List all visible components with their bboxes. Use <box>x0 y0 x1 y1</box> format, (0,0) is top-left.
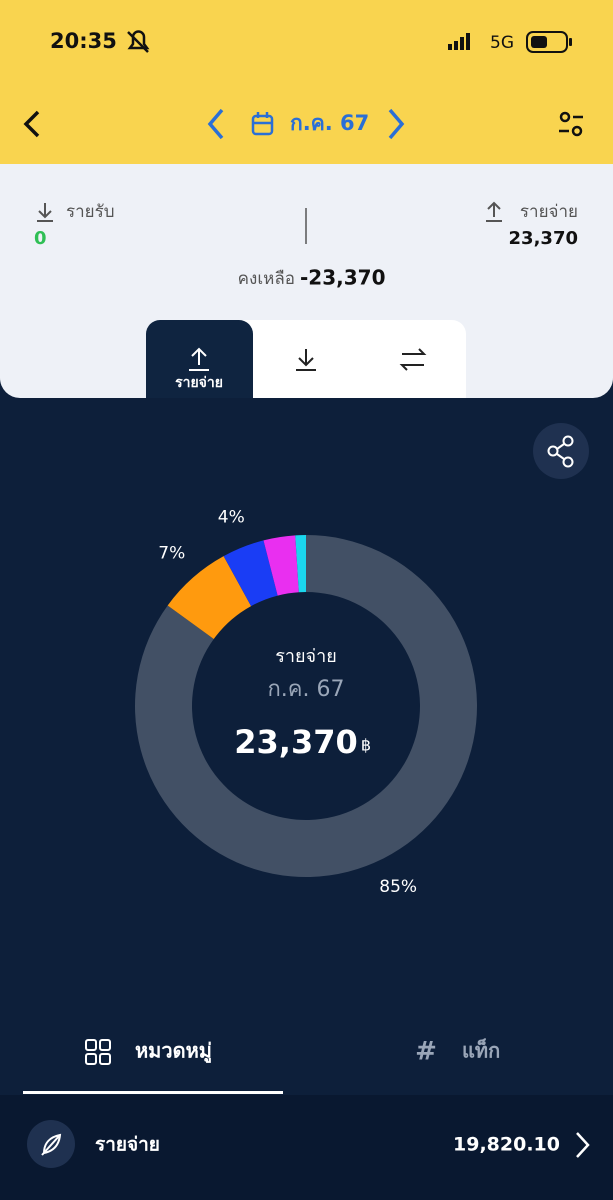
next-month[interactable] <box>388 108 405 140</box>
status-time: 20:35 <box>50 29 117 53</box>
signal-icon <box>448 33 470 50</box>
header-bg <box>0 0 613 164</box>
tag-icon: # <box>415 1037 437 1067</box>
value-label: 85% <box>379 877 417 897</box>
prev-month[interactable] <box>207 108 224 140</box>
share-icon <box>547 435 574 468</box>
category-icon <box>85 1039 111 1065</box>
active-tab-label: รายจ่าย <box>175 375 223 391</box>
donut-chart: 85% 7% 4% <box>134 507 478 897</box>
list-chevron[interactable] <box>576 1132 590 1158</box>
tab-transfer-icon[interactable] <box>399 348 427 371</box>
list-bg <box>0 1095 613 1200</box>
back-button[interactable] <box>23 110 40 138</box>
income-icon <box>37 203 53 222</box>
expense-icon <box>486 201 502 222</box>
value-label: 4% <box>218 507 245 527</box>
value-label: 7% <box>158 544 185 564</box>
donut-segment <box>223 540 278 607</box>
mute-icon <box>127 30 150 53</box>
center-unit: ฿ <box>361 736 371 755</box>
tab-tag[interactable]: แท็ก <box>462 1038 500 1063</box>
filter-icon[interactable] <box>559 111 583 137</box>
expense-label: รายจ่าย <box>520 202 578 222</box>
expense-value: 23,370 <box>509 228 578 249</box>
list-amount[interactable]: 19,820.10 <box>453 1134 560 1156</box>
period[interactable]: ก.ค. 67 <box>290 111 369 135</box>
list-name[interactable]: รายจ่าย <box>95 1134 160 1156</box>
list-icon <box>41 1133 62 1156</box>
center-subtitle: ก.ค. 67 <box>267 677 344 702</box>
tab-income-icon[interactable] <box>296 349 316 371</box>
income-value: 0 <box>34 228 47 249</box>
donut-segment <box>295 535 306 593</box>
tab-underline <box>23 1091 283 1094</box>
calendar-icon <box>251 112 274 136</box>
donut-segment <box>263 535 299 596</box>
network: 5G <box>490 33 514 53</box>
share-button[interactable] <box>533 423 589 479</box>
donut-segment <box>134 535 478 877</box>
tab-category[interactable]: หมวดหมู่ <box>135 1039 212 1065</box>
balance-label: คงเหลือ <box>238 269 295 289</box>
income-label: รายรับ <box>66 202 115 222</box>
center-value: 23,370 <box>234 723 357 761</box>
battery-icon <box>526 31 572 53</box>
tab-expense-icon <box>189 347 209 371</box>
center-title: รายจ่าย <box>275 646 337 667</box>
balance-value: -23,370 <box>300 266 385 290</box>
donut-segment <box>167 556 252 639</box>
